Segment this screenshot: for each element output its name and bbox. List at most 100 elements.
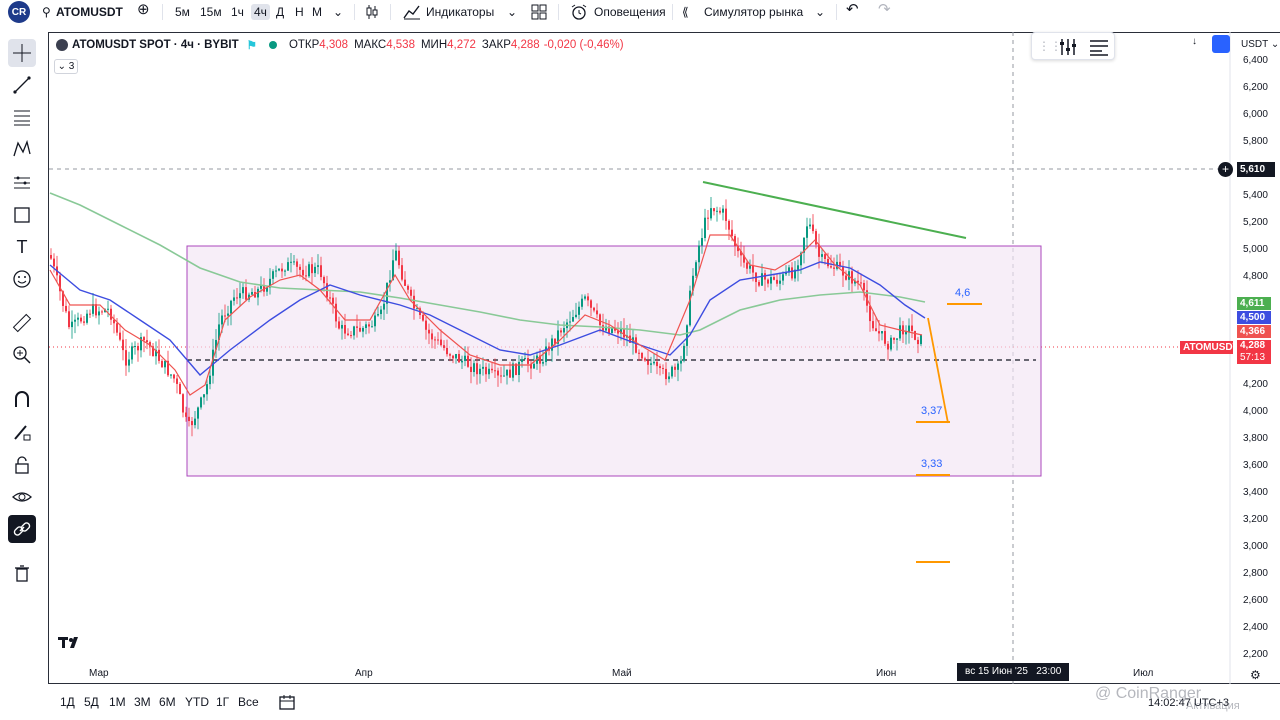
forecast-icon[interactable] [8,169,36,197]
candle-body [200,397,202,408]
add-alert-plus-icon[interactable]: + [1218,162,1233,177]
range-all[interactable]: Все [238,695,259,709]
ruler-icon[interactable] [8,309,36,337]
indicators-collapse-button[interactable]: ⌄ 3 [54,59,78,74]
candle-body [503,375,505,377]
currency-select[interactable]: USDT ⌄ [1241,39,1280,50]
candle-body [287,262,289,271]
interval-5m[interactable]: 5м [175,5,190,19]
candle-body [236,297,238,299]
undo-icon[interactable]: ↶ [846,1,859,18]
interval-15m[interactable]: 15м [200,5,222,19]
candle-body [821,254,823,257]
add-symbol-button[interactable]: ⊕ [137,1,150,18]
candle-body [107,308,109,310]
zoom-icon[interactable] [8,341,36,369]
rectangle-icon[interactable] [8,201,36,229]
range-1d[interactable]: 1Д [60,695,75,709]
arrow-down-icon[interactable]: ↓ [1192,36,1197,47]
interval-4h[interactable]: 4ч [251,4,270,20]
symbol-search[interactable]: ATOMUSDT [56,5,123,19]
x-tick-may: Май [612,668,632,679]
close-value: 4,288 [510,39,540,51]
candle-body [479,368,481,375]
app-logo-icon[interactable]: CR [8,1,30,23]
candle-body [221,315,223,325]
candle-body [572,317,574,322]
settings-sliders-icon[interactable] [1058,37,1080,62]
link-icon[interactable] [8,515,36,543]
x-tick-jul: Июл [1133,668,1154,679]
legend-title[interactable]: ATOMUSDT SPOT · 4ч · BYBIT [72,39,239,51]
interval-1h[interactable]: 1ч [231,5,244,19]
list-settings-icon[interactable] [1088,37,1110,62]
candle-body [416,308,418,310]
candles-icon[interactable] [365,4,379,20]
interval-week[interactable]: Н [295,5,304,19]
x-tick-jun: Июн [876,668,897,679]
level-337-label[interactable]: 3,37 [921,405,943,417]
redo-icon[interactable]: ↷ [878,1,891,18]
alerts-button[interactable]: Оповещения [594,5,666,19]
candle-body [569,321,571,323]
settings-icon[interactable]: ⚙ [1250,668,1261,682]
last-price-tag: 4,288 57:13 [1237,340,1271,364]
candle-body [386,282,388,304]
auto-scale-icon[interactable] [1212,35,1230,53]
lock-icon[interactable] [8,451,36,479]
emoji-icon[interactable] [8,265,36,293]
candle-body [152,346,154,357]
trendline-icon[interactable] [8,71,36,99]
search-icon[interactable]: ⚲ [42,5,51,19]
indicators-button[interactable]: Индикаторы [426,5,495,19]
flag-icon[interactable]: ⚑ [246,40,257,52]
range-6m[interactable]: 6М [159,695,176,709]
range-3m[interactable]: 3М [134,695,151,709]
candle-body [125,350,127,366]
candle-body [68,311,70,328]
candle-body [119,332,121,340]
candle-body [464,355,466,361]
layout-grid-icon[interactable] [531,4,547,20]
range-1m[interactable]: 1М [109,695,126,709]
candle-body [161,360,163,368]
magnet-icon[interactable] [8,385,36,413]
candle-body [806,226,808,238]
indicators-icon[interactable] [403,4,421,20]
candle-body [872,321,874,329]
range-ytd[interactable]: YTD [185,695,209,709]
drag-handle-icon[interactable]: ⋮⋮ [1038,39,1062,53]
chevron-down-icon[interactable]: ⌄ [507,5,518,19]
pattern-icon[interactable] [8,135,36,163]
eye-icon[interactable] [8,483,36,511]
candle-body [905,331,907,335]
text-icon[interactable]: T [16,236,28,257]
fib-icon[interactable] [8,103,36,131]
candle-body [773,277,775,280]
clock[interactable]: 14:02:47 UTC+3 [1148,697,1230,709]
candle-body [134,346,136,348]
calendar-range-icon[interactable] [278,693,296,714]
interval-day[interactable]: Д [276,5,285,19]
crosshair-icon[interactable] [8,39,36,67]
candle-body [770,277,772,284]
candle-body [95,304,97,316]
range-1y[interactable]: 1Г [216,695,230,709]
level-333-label[interactable]: 3,33 [921,458,943,470]
candle-body [143,337,145,341]
pencil-lock-icon[interactable] [8,418,36,446]
interval-month[interactable]: М [312,5,322,19]
candle-body [509,369,511,378]
chevron-down-icon[interactable]: ⌄ [815,5,826,19]
alarm-clock-icon[interactable] [570,4,588,20]
trash-icon[interactable] [8,559,36,587]
level-46-label[interactable]: 4,6 [955,287,971,299]
replay-button[interactable]: Симулятор рынка [704,5,804,19]
candle-body [656,361,658,367]
chevron-down-icon: ⌄ [57,61,67,72]
replay-icon[interactable]: ⟪ [682,5,689,19]
range-5d[interactable]: 5Д [84,695,99,709]
candle-body [371,326,373,328]
chevron-down-icon[interactable]: ⌄ [333,5,344,19]
